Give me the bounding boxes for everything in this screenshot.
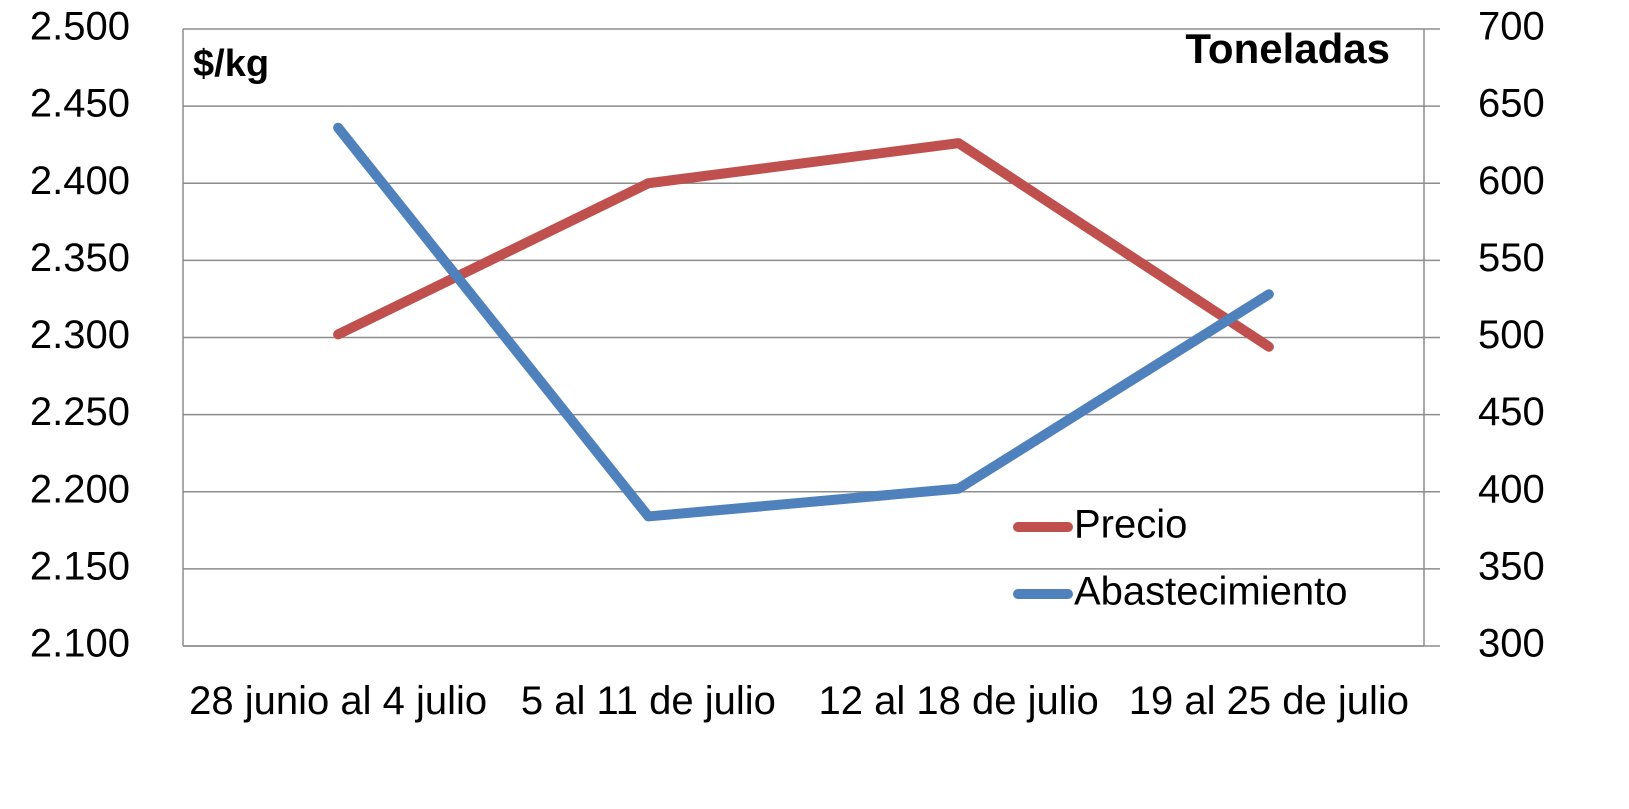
y2-tick-label: 700 — [1478, 5, 1545, 49]
x-tick-label: 12 al 18 de julio — [818, 679, 1099, 723]
series-line — [333, 122, 1274, 522]
y2-tick-label: 300 — [1478, 622, 1545, 666]
x-tick-label: 28 junio al 4 julio — [189, 679, 488, 723]
y2-tick-label: 400 — [1478, 467, 1545, 511]
y-tick-label: 2.150 — [30, 544, 130, 588]
y-tick-label: 2.500 — [30, 5, 130, 49]
y-tick-label: 2.350 — [30, 236, 130, 280]
legend-label: Precio — [1074, 503, 1187, 547]
series-line — [333, 138, 1274, 352]
y-tick-label: 2.200 — [30, 467, 130, 511]
y-tick-label: 2.100 — [30, 622, 130, 666]
x-tick-label: 19 al 25 de julio — [1128, 679, 1409, 723]
x-tick-label: 5 al 11 de julio — [520, 679, 776, 723]
y2-tick-label: 600 — [1478, 159, 1545, 203]
y-tick-label: 2.450 — [30, 82, 130, 126]
y2-tick-label: 350 — [1478, 544, 1545, 588]
y-tick-label: 2.250 — [30, 390, 130, 434]
y2-tick-label: 650 — [1478, 82, 1545, 126]
y2-tick-label: 550 — [1478, 236, 1545, 280]
y-tick-label: 2.300 — [30, 313, 130, 357]
y2-axis-title: Toneladas — [1185, 25, 1390, 72]
y-tick-label: 2.400 — [30, 159, 130, 203]
legend-label: Abastecimiento — [1074, 570, 1347, 614]
y2-tick-label: 500 — [1478, 313, 1545, 357]
y-axis-title: $/kg — [193, 43, 269, 85]
y2-tick-label: 450 — [1478, 390, 1545, 434]
